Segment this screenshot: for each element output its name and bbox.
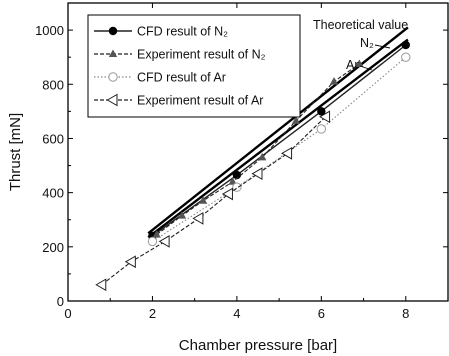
data-point — [401, 52, 411, 62]
data-point — [147, 236, 158, 247]
legend-label: Experiment result of N₂ — [137, 48, 266, 62]
legend-box — [87, 14, 301, 118]
legend-marker — [108, 26, 118, 36]
data-point — [319, 110, 331, 124]
annotation-n2: N₂ — [360, 36, 374, 50]
series-line — [156, 63, 360, 236]
data-point — [251, 167, 263, 181]
data-point — [192, 212, 204, 225]
axis-ticks — [67, 3, 448, 302]
annotation-pointer-n2 — [374, 44, 391, 49]
x-tick-label: 8 — [402, 306, 409, 321]
data-series — [95, 40, 411, 292]
theoretical-lines — [147, 26, 409, 239]
data-point — [221, 187, 233, 201]
data-point — [158, 235, 170, 248]
series-line — [152, 56, 407, 242]
data-point — [198, 196, 208, 204]
y-tick-label: 1000 — [35, 23, 64, 38]
legend-marker — [108, 72, 118, 82]
data-point — [95, 278, 107, 292]
legend-label: CFD result of N₂ — [137, 25, 228, 39]
data-point — [228, 177, 237, 185]
annotation-ar: Ar — [346, 58, 359, 72]
series-line — [101, 116, 326, 286]
tick-labels: 0 2 4 6 8 0 200 400 600 800 1000 — [35, 23, 409, 321]
legend-label: CFD result of Ar — [137, 71, 226, 85]
legend-label: Experiment result of Ar — [137, 94, 263, 108]
data-point — [281, 146, 293, 160]
annotation-theoretical: Theoretical value — [313, 18, 408, 32]
x-axis-label: Chamber pressure [bar] — [179, 337, 337, 354]
data-point — [316, 124, 327, 134]
y-tick-label: 600 — [42, 131, 64, 146]
y-tick-label: 800 — [42, 77, 64, 92]
data-point — [355, 59, 364, 67]
y-tick-label: 200 — [42, 240, 64, 255]
annotation-pointer-ar — [359, 65, 373, 71]
x-tick-label: 0 — [64, 306, 71, 321]
x-tick-label: 6 — [318, 306, 325, 321]
y-axis-label: Thrust [mN] — [7, 113, 24, 191]
data-point — [177, 211, 187, 219]
theoretical-line — [147, 38, 409, 239]
data-point — [124, 255, 136, 269]
data-point — [258, 152, 267, 161]
plot-frame — [67, 2, 449, 302]
data-point — [329, 77, 339, 85]
theoretical-line — [147, 26, 409, 235]
y-tick-label: 400 — [42, 186, 64, 201]
y-tick-label: 0 — [57, 294, 64, 309]
data-point — [291, 116, 301, 124]
x-tick-label: 4 — [233, 306, 240, 321]
legend-marker — [106, 93, 118, 107]
x-tick-label: 2 — [149, 306, 156, 321]
legend-marker — [108, 49, 118, 57]
data-point — [152, 230, 161, 238]
data-point — [232, 170, 242, 180]
legend: CFD result of N₂ Experiment result of N₂ C… — [87, 14, 301, 118]
series-line — [152, 44, 407, 237]
data-point — [401, 40, 410, 50]
data-point — [317, 107, 326, 116]
